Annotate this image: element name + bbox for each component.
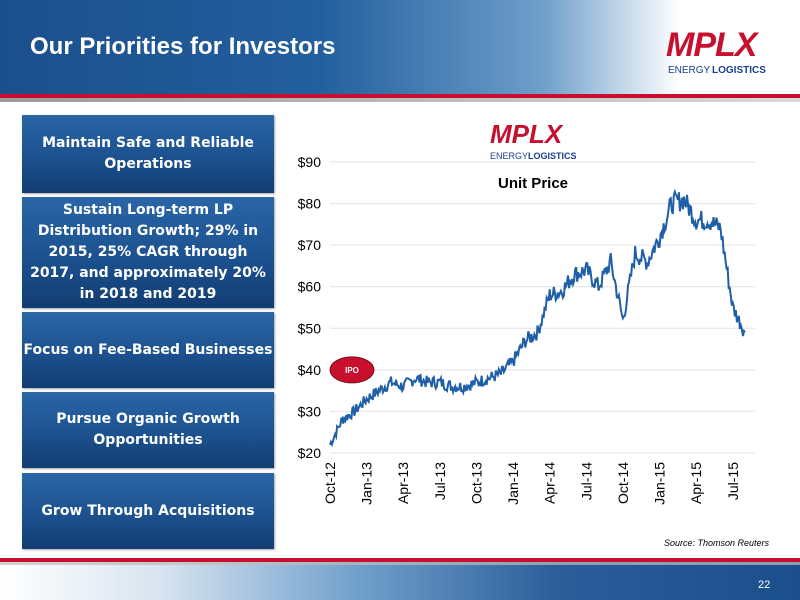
priority-safe-operations: Maintain Safe and Reliable Operations	[22, 115, 274, 193]
x-tick-label: Apr-14	[542, 462, 558, 504]
chart-mplx-logo: MPLX ENERGY LOGISTICS	[490, 119, 577, 161]
footer-banner	[0, 562, 800, 600]
ipo-badge	[329, 356, 375, 384]
header-divider-gray	[0, 98, 800, 102]
y-tick-label: $30	[298, 403, 322, 419]
chart-title: Unit Price	[498, 175, 568, 192]
y-tick-label: $20	[298, 445, 322, 461]
chart-logo-energy: ENERGY	[490, 151, 528, 161]
priority-label: Grow Through Acquisitions	[41, 502, 255, 519]
header-divider-red	[0, 94, 800, 98]
y-tick-label: $70	[298, 237, 322, 253]
priority-organic-growth: Pursue Organic Growth Opportunities	[22, 392, 274, 468]
priority-acquisitions: Grow Through Acquisitions	[22, 473, 274, 549]
x-tick-label: Jan-15	[652, 462, 668, 505]
chart-logo-wordmark: MPLX	[490, 119, 564, 149]
y-tick-label: $60	[298, 279, 322, 295]
x-tick-label: Jul-14	[578, 462, 594, 500]
y-tick-label: $50	[298, 320, 322, 336]
page-number: 22	[758, 579, 771, 591]
price-series-line	[329, 188, 746, 448]
priority-fee-based: Focus on Fee-Based Businesses	[22, 312, 274, 388]
x-tick-label: Jan-13	[359, 462, 375, 505]
logo-logistics: LOGISTICS	[712, 65, 766, 76]
slide-title: Our Priorities for Investors	[30, 33, 336, 60]
footer-divider-red	[0, 558, 800, 562]
x-tick-label: Jan-14	[505, 462, 521, 505]
x-tick-label: Oct-12	[322, 462, 338, 504]
x-tick-label: Oct-14	[615, 462, 631, 504]
x-tick-label: Jul-15	[725, 462, 741, 500]
ipo-label: IPO	[345, 366, 359, 375]
priority-label: Focus on Fee-Based Businesses	[23, 341, 273, 358]
x-tick-label: Jul-13	[432, 462, 448, 500]
priority-distribution-growth: Sustain Long-term LP Distribution Growth…	[22, 197, 274, 308]
logo-energy: ENERGY	[668, 65, 711, 76]
unit-price-chart: MPLX ENERGY LOGISTICS Unit Price $20 $30 $…	[298, 119, 755, 505]
source-note: Source: Thomson Reuters	[664, 538, 770, 548]
logo-wordmark: MPLX	[666, 26, 757, 64]
x-tick-label: Apr-15	[688, 462, 704, 504]
priority-label: Pursue Organic Growth Opportunities	[56, 411, 240, 448]
ipo-marker: IPO	[329, 356, 375, 384]
chart-logo-logistics: LOGISTICS	[528, 151, 577, 161]
priority-label: Maintain Safe and Reliable Operations	[42, 135, 254, 172]
y-tick-label: $90	[298, 154, 322, 170]
y-tick-label: $80	[298, 196, 322, 212]
y-tick-label: $40	[298, 362, 322, 378]
x-tick-label: Apr-13	[395, 462, 411, 504]
mplx-logo: MPLX ENERGY LOGISTICS	[600, 24, 780, 84]
x-tick-label: Oct-13	[468, 462, 484, 504]
footer-divider-gray	[0, 562, 800, 565]
header-banner	[0, 0, 800, 94]
priority-label: Sustain Long-term LP Distribution Growth…	[30, 202, 266, 302]
